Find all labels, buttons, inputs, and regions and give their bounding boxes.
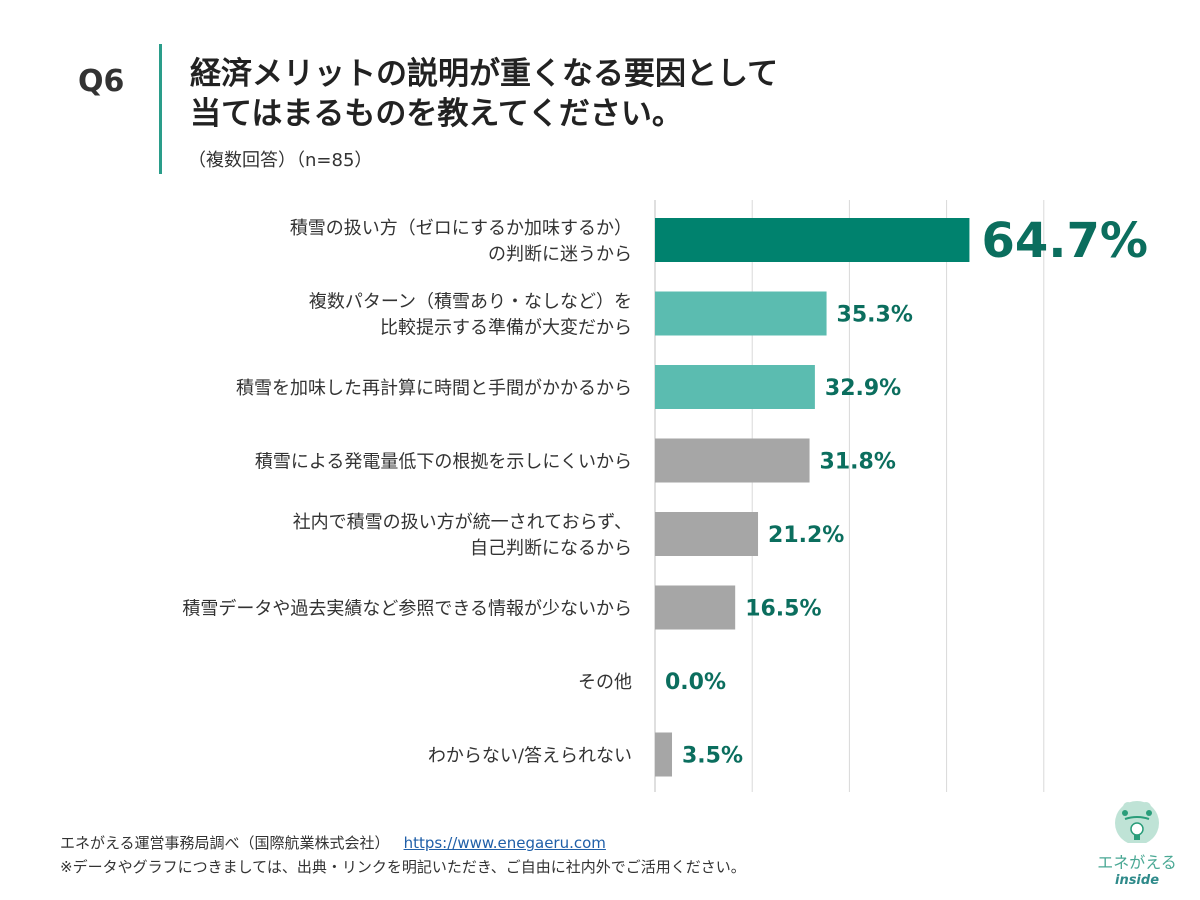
category-label: の判断に迷うから: [488, 244, 632, 265]
category-label: 比較提示する準備が大変だから: [380, 318, 632, 339]
logo-subtext: inside: [1114, 873, 1160, 888]
category-label: 自己判断になるから: [470, 538, 632, 559]
source-text: エネがえる運営事務局調べ（国際航業株式会社）: [60, 834, 390, 852]
page-title: 経済メリットの説明が重くなる要因として 当てはまるものを教えてください。: [190, 54, 778, 134]
title-line: 当てはまるものを教えてください。: [190, 96, 683, 132]
data-label: 16.5%: [745, 597, 821, 622]
data-label: 0.0%: [665, 670, 726, 695]
logo-text: エネがえる: [1097, 853, 1177, 872]
subtitle: （複数回答）（n=85）: [188, 150, 373, 171]
bar: [655, 732, 673, 777]
source-line: エネがえる運営事務局調べ（国際航業株式会社） https://www.enegae…: [60, 832, 606, 853]
category-label: 社内で積雪の扱い方が統一されておらず、: [293, 512, 632, 533]
data-label: 31.8%: [820, 450, 896, 475]
title-line: 経済メリットの説明が重くなる要因として: [190, 56, 779, 92]
usage-note: ※データやグラフにつきましては、出典・リンクを明記いただき、ご自由に社内外でご活…: [60, 858, 746, 876]
data-label: 64.7%: [981, 213, 1148, 269]
bar: [655, 365, 815, 409]
bar: [655, 291, 827, 336]
category-label: 複数パターン（積雪あり・なしなど）を: [309, 292, 632, 313]
question-number: Q6: [78, 64, 125, 99]
category-label: 積雪データや過去実績など参照できる情報が少ないから: [182, 599, 632, 620]
frog-bulb-logo-icon: [1115, 801, 1159, 845]
bar: [655, 585, 736, 630]
data-label: 32.9%: [825, 376, 901, 401]
category-label: その他: [578, 672, 632, 693]
logo: エネがえる inside: [1092, 795, 1182, 888]
bar: [655, 512, 759, 556]
category-label: わからない/答えられない: [428, 746, 632, 767]
source-link[interactable]: https://www.enegaeru.com: [403, 834, 606, 852]
data-label: 35.3%: [837, 303, 913, 328]
category-label: 積雪を加味した再計算に時間と手間がかかるから: [236, 378, 632, 399]
data-label: 21.2%: [768, 523, 844, 548]
divider: [159, 44, 162, 174]
category-label: 積雪による発電量低下の根拠を示しにくいから: [255, 452, 632, 473]
bar: [655, 438, 810, 483]
data-label: 3.5%: [682, 744, 743, 769]
bar: [655, 218, 970, 262]
category-label: 積雪の扱い方（ゼロにするか加味するか）: [290, 218, 632, 239]
